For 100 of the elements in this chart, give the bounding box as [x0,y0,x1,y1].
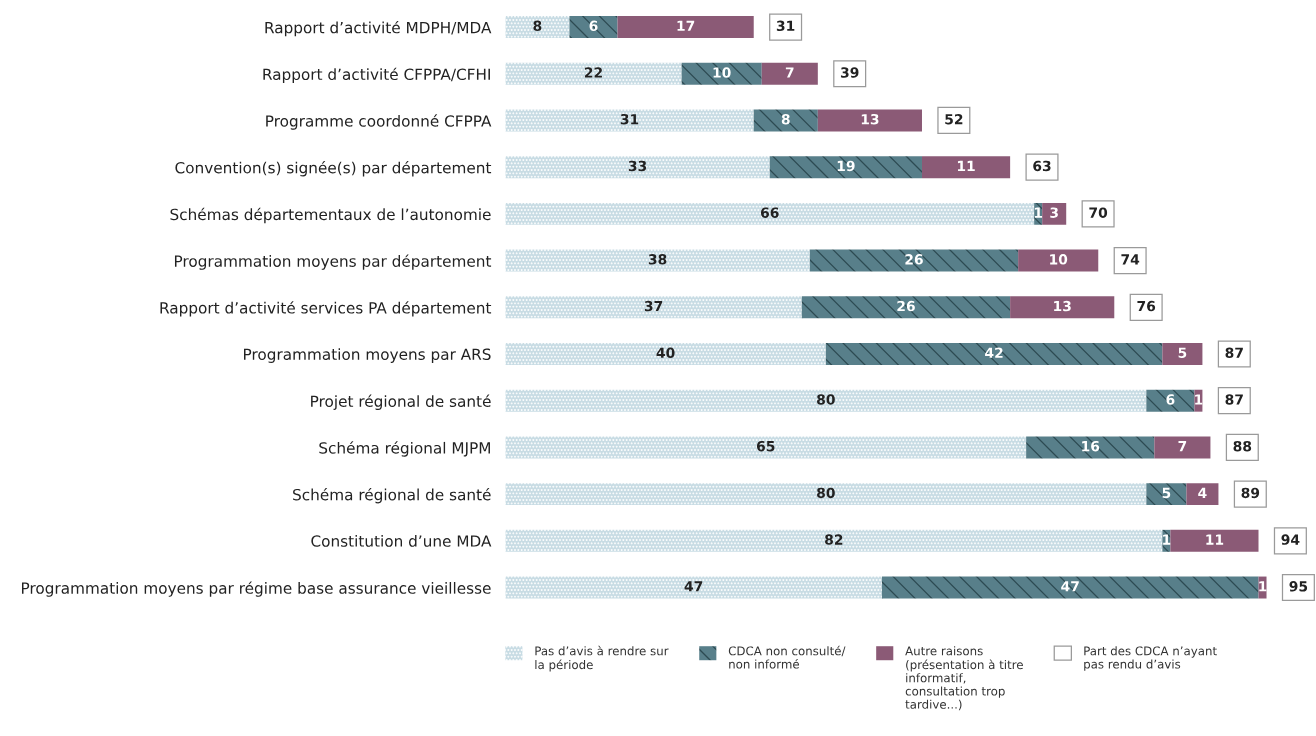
data-label: 40 [656,347,675,359]
data-label: 8 [533,20,542,32]
data-label: 1 [1259,581,1267,592]
data-label: 1 [1163,534,1171,545]
total-label: 31 [776,20,795,32]
data-label: 7 [785,67,794,78]
data-label: 42 [985,347,1003,358]
total-label: 76 [1137,300,1156,312]
data-label: 19 [837,160,855,172]
bar [1170,529,1259,552]
total-label: 94 [1281,534,1300,545]
bar [505,62,682,85]
data-label: 17 [677,20,695,31]
bar [1026,436,1155,459]
data-label: 8 [781,113,790,125]
bar [753,109,818,132]
bar [1162,343,1203,365]
total-label: 63 [1033,160,1051,172]
y-tick-label: Rapport d’activité services PA département [160,301,492,317]
legend-label: CDCA non consulté/ non informé [728,645,846,669]
bar [769,156,922,179]
bar [809,249,1019,272]
total-label: 39 [840,67,859,78]
bar [505,343,826,365]
bar [921,156,1011,179]
bar [505,202,1035,225]
data-label: 5 [1178,347,1187,359]
bar [505,16,570,39]
bar [881,576,1259,599]
y-tick-label: Rapport d’activité MDPH/MDA [265,20,492,37]
data-label: 11 [1206,534,1224,545]
y-tick-label: Schémas départementaux de l’autonomie [170,207,491,224]
bar [505,296,802,319]
bar [1042,202,1067,225]
bar [825,343,1163,365]
bar [1018,249,1099,272]
data-label: 80 [817,487,835,499]
y-tick-label: Projet régional de santé [311,394,491,410]
y-tick-label: Schéma régional MJPM [319,441,490,457]
total-label: 52 [945,113,963,125]
data-label: 82 [825,534,843,545]
data-label: 47 [1061,581,1079,592]
data-label: 7 [1178,441,1187,452]
data-label: 38 [648,254,667,265]
data-label: 26 [897,300,915,312]
y-tick-label: Constitution d’une MDA [311,535,492,547]
bar [1146,483,1187,506]
bar [505,576,882,599]
bar [617,16,754,39]
y-tick-label: Programmation moyens par département [174,254,492,270]
y-tick-label: Programmation moyens par ARS [244,348,491,363]
y-tick-label: Programmation moyens par régime base assurance vieillesse [21,581,491,597]
bar [505,389,1147,412]
y-tick-label: Convention(s) signée(s) par département [175,161,492,177]
total-label: 70 [1089,207,1108,218]
data-label: 13 [861,113,879,125]
data-label: 13 [1054,300,1071,312]
bar [1154,436,1211,459]
data-label: 26 [905,254,923,265]
bar [505,483,1147,506]
bar [505,436,1027,459]
data-label: 31 [620,113,639,125]
bar [505,249,810,272]
data-label: 3 [1050,207,1058,218]
data-label: 5 [1162,487,1171,499]
data-label: 6 [1166,394,1175,405]
bar [505,529,1163,552]
data-label: 66 [760,207,779,218]
y-tick-label: Schéma régional de santé [293,488,491,504]
bar [817,109,922,132]
data-label: 10 [713,67,731,78]
bar [761,62,818,85]
data-label: 11 [957,160,975,171]
data-label: 10 [1050,254,1068,265]
bar [505,156,770,179]
bar [1186,483,1219,506]
total-label: 89 [1241,487,1260,499]
data-label: 4 [1198,487,1207,498]
data-label: 33 [628,160,647,172]
total-label: 95 [1289,581,1308,592]
data-label: 80 [817,394,835,405]
bar [505,109,754,132]
legend-label: Autre raisons (présentation à titre informatif, consultation trop tardive...) [905,646,1023,711]
bar [681,62,762,85]
data-label: 65 [756,440,775,452]
data-label: 22 [584,67,602,78]
bar [1146,389,1195,412]
total-label: 87 [1225,347,1243,359]
total-label: 88 [1233,440,1252,452]
data-label: 16 [1082,440,1100,452]
data-label: 47 [684,581,703,592]
data-label: 1 [1034,207,1043,218]
y-tick-label: Programme coordonné CFPPA [266,114,492,130]
legend-label: Pas d’avis à rendre sur la période [535,645,669,672]
y-tick-label: Rapport d’activité CFPPA/CFHI [263,67,490,84]
total-label: 87 [1225,394,1243,405]
bar [1010,296,1115,319]
data-label: 6 [589,20,598,32]
total-label: 74 [1121,254,1140,265]
bar [801,296,1011,319]
